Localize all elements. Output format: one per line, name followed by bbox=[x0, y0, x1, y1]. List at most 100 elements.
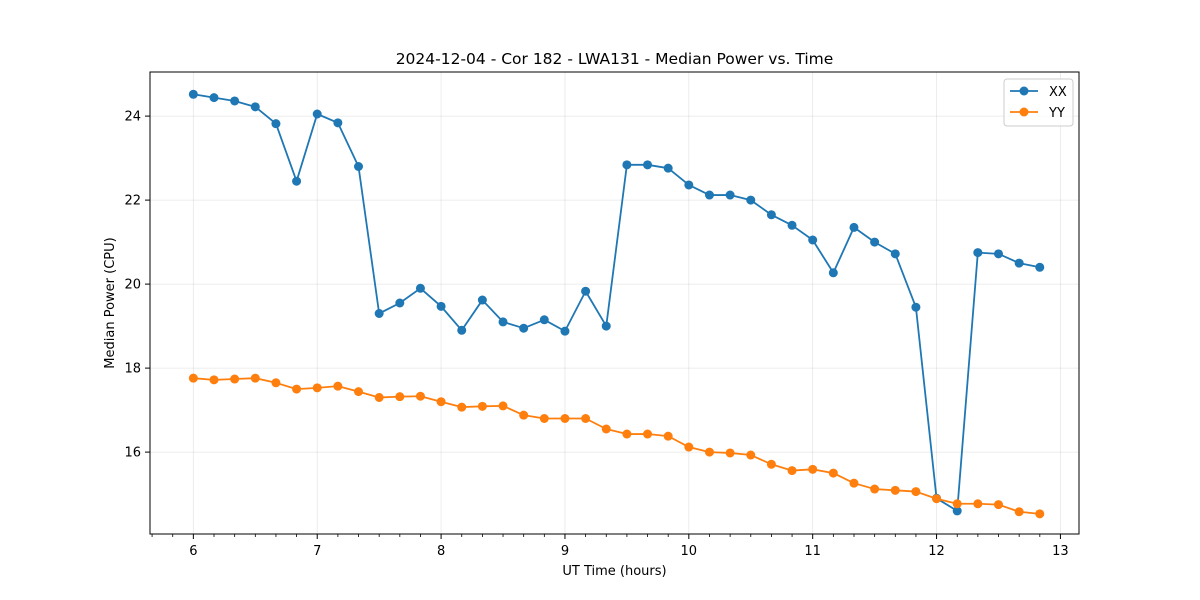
series-yy bbox=[188, 373, 1045, 519]
data-point-yy bbox=[725, 448, 735, 458]
data-point-yy bbox=[539, 414, 549, 423]
data-point-yy bbox=[312, 383, 322, 393]
data-point-yy bbox=[477, 401, 487, 411]
data-point-yy bbox=[292, 384, 302, 394]
data-point-yy bbox=[436, 397, 446, 407]
data-point-yy bbox=[498, 401, 508, 411]
data-point-xx bbox=[581, 286, 591, 296]
data-point-xx bbox=[684, 180, 694, 190]
data-point-xx bbox=[498, 317, 508, 327]
data-point-yy bbox=[663, 431, 673, 441]
data-point-xx bbox=[457, 325, 467, 335]
data-point-xx bbox=[560, 326, 570, 336]
data-point-yy bbox=[601, 424, 611, 434]
y-tick-label: 20 bbox=[124, 278, 141, 293]
data-point-xx bbox=[828, 268, 838, 278]
data-point-xx bbox=[601, 321, 611, 331]
data-point-yy bbox=[890, 485, 900, 495]
data-point-yy bbox=[808, 464, 818, 474]
legend-yy-marker bbox=[1019, 107, 1029, 117]
y-tick-label: 18 bbox=[124, 362, 141, 377]
data-point-yy bbox=[993, 500, 1003, 510]
x-axis-label: UT Time (hours) bbox=[562, 564, 666, 579]
chart-title: 2024-12-04 - Cor 182 - LWA131 - Median P… bbox=[396, 50, 834, 68]
legend: XX YY bbox=[1003, 78, 1074, 127]
data-point-xx bbox=[415, 283, 425, 293]
data-point-xx bbox=[230, 96, 240, 106]
minor-ticks bbox=[151, 534, 1041, 537]
data-point-xx bbox=[643, 160, 653, 170]
data-point-yy bbox=[911, 487, 921, 497]
data-point-xx bbox=[952, 506, 962, 516]
data-point-yy bbox=[560, 414, 570, 423]
data-point-xx bbox=[849, 222, 859, 232]
data-point-yy bbox=[230, 374, 240, 384]
data-point-yy bbox=[519, 410, 529, 420]
data-point-xx bbox=[395, 298, 405, 308]
data-point-yy bbox=[932, 494, 942, 504]
series-layer bbox=[188, 89, 1045, 519]
x-tick-label: 6 bbox=[189, 544, 197, 559]
data-point-xx bbox=[973, 248, 983, 258]
data-point-xx bbox=[890, 249, 900, 259]
data-point-xx bbox=[250, 102, 260, 112]
data-point-xx bbox=[519, 323, 529, 333]
legend-xx-marker bbox=[1019, 86, 1029, 96]
data-point-yy bbox=[766, 459, 776, 469]
x-tick-label: 9 bbox=[561, 544, 569, 559]
data-point-yy bbox=[849, 478, 859, 488]
series-xx bbox=[188, 89, 1045, 516]
data-point-yy bbox=[395, 392, 405, 402]
data-point-xx bbox=[333, 118, 343, 128]
legend-yy-label: YY bbox=[1048, 106, 1065, 121]
data-point-yy bbox=[828, 468, 838, 478]
data-point-xx bbox=[209, 93, 219, 103]
x-tick-label: 8 bbox=[437, 544, 445, 559]
data-point-yy bbox=[415, 391, 425, 401]
data-point-xx bbox=[374, 309, 384, 318]
x-tick-label: 13 bbox=[1052, 544, 1069, 559]
data-point-xx bbox=[188, 89, 198, 99]
data-point-xx bbox=[746, 195, 756, 205]
data-point-xx bbox=[1035, 262, 1045, 272]
data-point-yy bbox=[1014, 507, 1024, 517]
data-point-xx bbox=[292, 176, 302, 186]
data-point-xx bbox=[787, 220, 797, 230]
data-point-yy bbox=[333, 381, 343, 391]
data-point-xx bbox=[312, 109, 322, 119]
data-point-xx bbox=[1014, 258, 1024, 268]
data-point-xx bbox=[725, 190, 735, 200]
x-tick-label: 10 bbox=[681, 544, 698, 559]
data-point-yy bbox=[973, 499, 983, 509]
x-axis-ticks: 6 7 8 9 10 11 12 13 bbox=[189, 534, 1069, 559]
legend-xx-label: XX bbox=[1049, 85, 1067, 100]
x-tick-label: 12 bbox=[928, 544, 945, 559]
data-point-yy bbox=[1035, 509, 1045, 519]
data-point-yy bbox=[870, 484, 880, 494]
data-point-xx bbox=[436, 301, 446, 311]
data-point-xx bbox=[911, 302, 921, 312]
data-point-yy bbox=[354, 387, 364, 397]
data-point-yy bbox=[581, 414, 591, 423]
data-point-yy bbox=[250, 373, 260, 383]
data-point-xx bbox=[870, 237, 880, 247]
data-point-yy bbox=[643, 429, 653, 439]
y-axis-label: Median Power (CPU) bbox=[103, 237, 118, 368]
data-point-yy bbox=[952, 499, 962, 509]
data-point-xx bbox=[808, 235, 818, 245]
data-point-yy bbox=[746, 450, 756, 460]
y-tick-label: 24 bbox=[124, 110, 141, 125]
data-point-xx bbox=[477, 295, 487, 305]
data-point-yy bbox=[622, 429, 632, 439]
data-point-xx bbox=[993, 249, 1003, 259]
data-point-xx bbox=[704, 190, 714, 200]
x-tick-label: 11 bbox=[804, 544, 821, 559]
data-point-xx bbox=[539, 315, 549, 325]
data-point-xx bbox=[354, 162, 364, 171]
data-point-yy bbox=[374, 393, 384, 402]
y-tick-label: 16 bbox=[124, 446, 141, 461]
data-point-xx bbox=[766, 210, 776, 220]
y-tick-label: 22 bbox=[124, 194, 141, 209]
